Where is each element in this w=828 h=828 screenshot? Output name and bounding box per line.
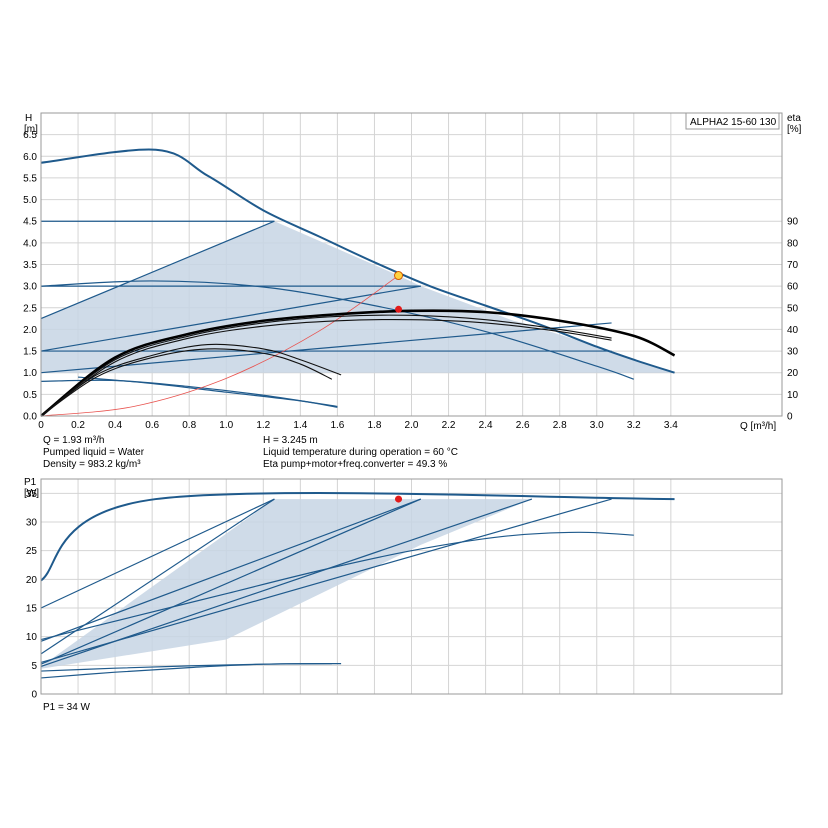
h-tick-label: 0.0 [23,412,37,423]
info-density: Density = 983.2 kg/m³ [43,459,141,470]
info-p1: P1 = 34 W [43,702,90,713]
p1-tick-label: 35 [26,489,38,500]
eta-axis-label: eta [787,113,801,124]
eta-tick-label: 30 [787,347,799,358]
h-tick-label: 1.0 [23,368,37,379]
eta-curve-0 [40,309,676,418]
eta-curve-3 [40,343,342,417]
eta-tick-label: 70 [787,260,799,271]
x-tick-label: 3.0 [590,420,604,431]
h-tick-label: 4.0 [23,238,37,249]
info-h: H = 3.245 m [263,435,318,446]
x-tick-label: 0.4 [108,420,122,431]
eta-curve-2 [40,319,612,417]
h-tick-label: 5.5 [23,173,37,184]
p1-tick-label: 15 [26,604,38,615]
p1-curve-line-3 [40,498,612,664]
p1-curve-line-5 [40,498,422,665]
efficiency-point-marker [395,305,403,313]
h-axis-unit: [m] [24,124,38,135]
h-tick-label: 2.0 [23,325,37,336]
h-tick-label: 6.0 [23,152,37,163]
p1-curve-speed-9 [40,663,332,672]
h-tick-label: 3.5 [23,260,37,271]
h-tick-label: 0.5 [23,390,37,401]
eta-tick-label: 80 [787,238,799,249]
p1-chart-frame [40,478,783,695]
h-axis-label: H [25,113,32,124]
x-tick-label: 1.0 [219,420,233,431]
eta-tick-label: 20 [787,368,799,379]
h-curve-proportional-pressure-4 [40,220,275,320]
h-tick-label: 6.5 [23,130,37,141]
h-curve-speed-9 [77,376,338,408]
x-tick-label: 0.6 [145,420,159,431]
p1-tick-label: 5 [31,661,37,672]
x-tick-label: 2.4 [479,420,493,431]
p1-curve-line-2 [40,498,421,642]
p1-tick-label: 25 [26,546,38,557]
p1-duty-point-marker [395,495,403,503]
eta-tick-label: 50 [787,303,799,314]
h-curve-proportional-pressure-5 [40,285,421,352]
eta-tick-label: 40 [787,325,799,336]
eta-tick-label: 0 [787,412,793,423]
duty-point-marker [394,271,404,281]
h-tick-label: 2.5 [23,303,37,314]
x-tick-label: 2.8 [553,420,567,431]
h-tick-label: 5.0 [23,195,37,206]
p1-curve-speed-7 [40,531,634,641]
info-q: Q = 1.93 m³/h [43,435,105,446]
p1-curve-line-6 [40,498,533,668]
eta-tick-label: 60 [787,282,799,293]
info-temperature: Liquid temperature during operation = 60… [263,447,458,458]
p1-tick-label: 20 [26,575,38,586]
eta-curve-1 [40,314,612,417]
p1-tick-label: 30 [26,518,38,529]
eta-tick-label: 90 [787,217,799,228]
p1-curve-max-0 [40,492,675,582]
x-tick-label: 1.8 [367,420,381,431]
h-curve-speed-7 [40,280,634,380]
x-tick-label: 2.6 [516,420,530,431]
x-tick-label: 3.4 [664,420,678,431]
eta-tick-label: 10 [787,390,799,401]
p1-axis-unit: [W] [24,488,39,499]
p1-axis-label: P1 [24,477,37,488]
eta-axis-unit: [%] [787,124,802,135]
x-tick-label: 0 [38,420,44,431]
x-tick-label: 2.0 [405,420,419,431]
h-chart-frame [40,112,783,417]
h-tick-label: 4.5 [23,217,37,228]
x-tick-label: 1.4 [293,420,307,431]
q-axis-label: Q [m³/h] [740,421,776,432]
p1-curve-line-4 [40,498,275,655]
h-tick-label: 1.5 [23,347,37,358]
x-tick-label: 1.2 [256,420,270,431]
h-curve-max-0 [40,148,675,374]
chart-title: ALPHA2 15-60 130 [690,117,777,128]
h-curve-proportional-pressure-6 [40,322,612,374]
p1-tick-label: 0 [31,690,37,701]
x-tick-label: 0.8 [182,420,196,431]
x-tick-label: 2.2 [442,420,456,431]
h-tick-label: 3.0 [23,282,37,293]
title-box [685,112,780,130]
info-liquid: Pumped liquid = Water [43,447,145,458]
eta-curve-4 [40,348,333,417]
p1-tick-label: 10 [26,632,38,643]
x-tick-label: 3.2 [627,420,641,431]
x-tick-label: 0.2 [71,420,85,431]
info-efficiency: Eta pump+motor+freq.converter = 49.3 % [263,459,448,470]
x-tick-label: 1.6 [330,420,344,431]
p1-curve-line-1 [40,498,275,609]
